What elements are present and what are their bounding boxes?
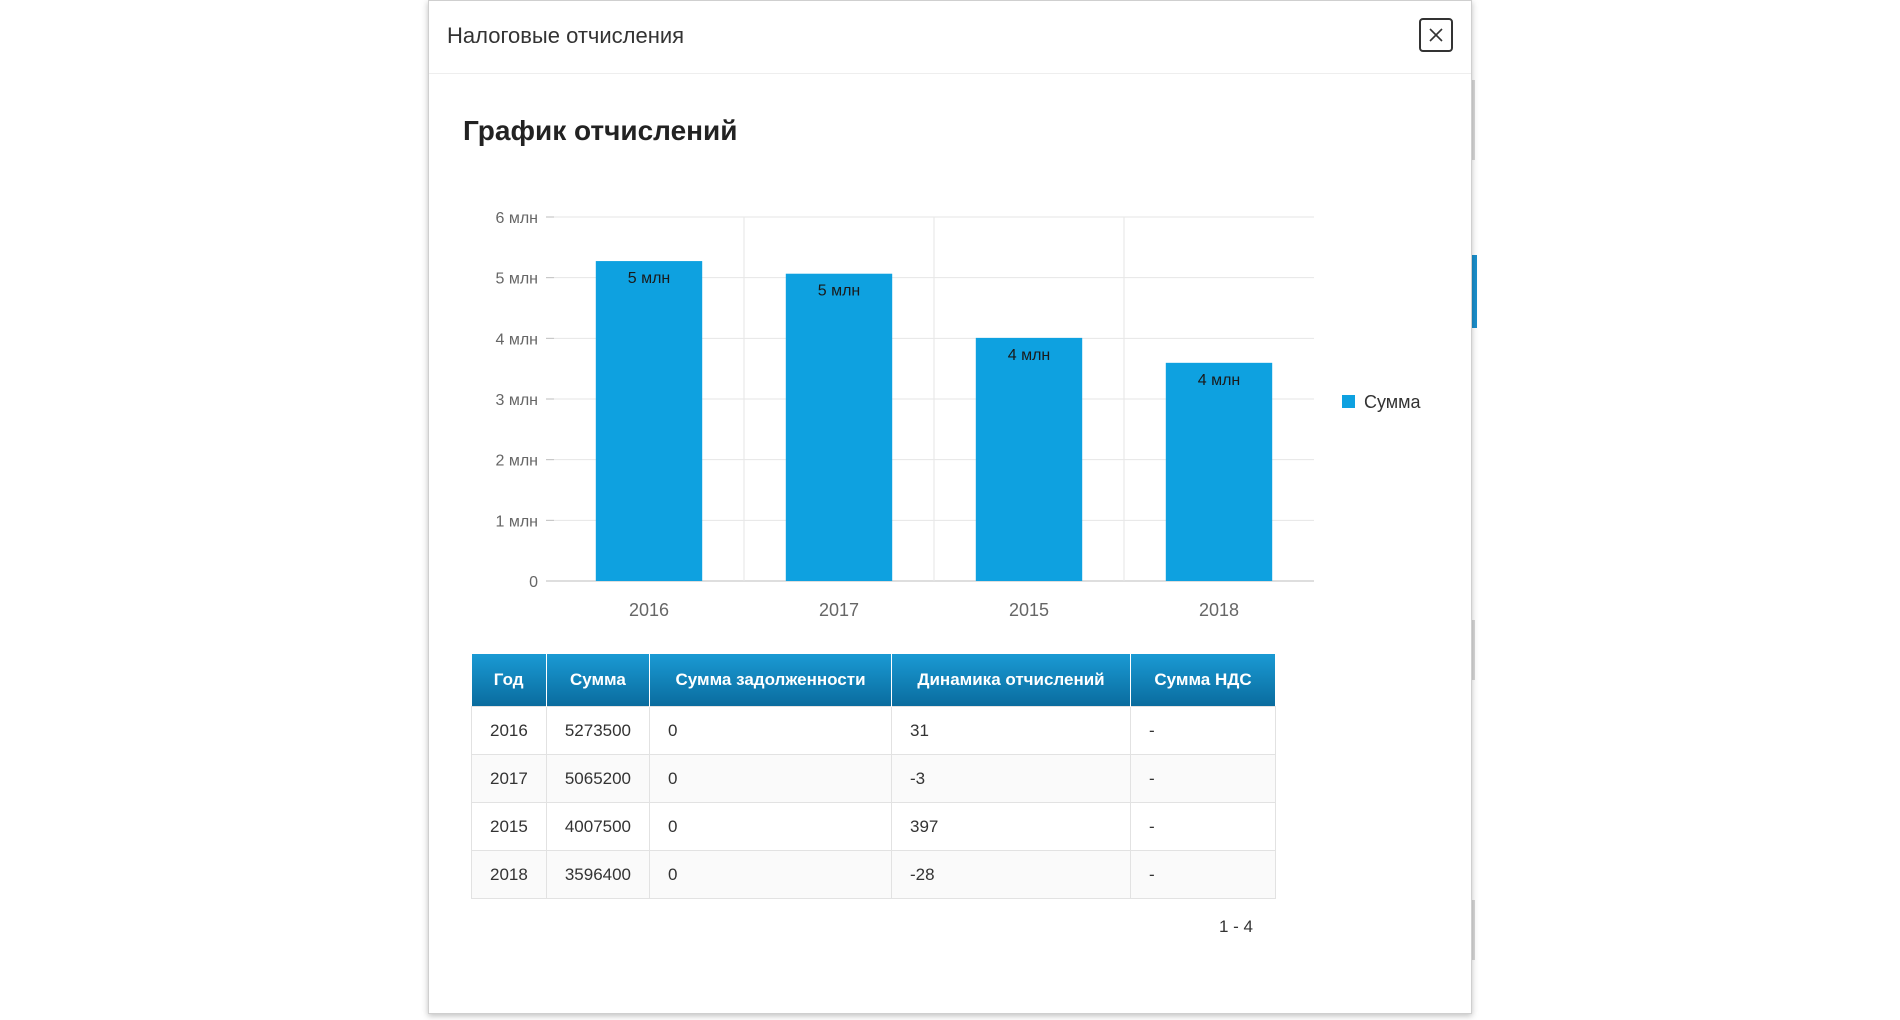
cell-sum: 3596400	[545, 850, 651, 899]
cell-sum: 5273500	[545, 706, 651, 755]
bar[interactable]	[975, 337, 1083, 581]
x-tick-label: 2016	[629, 600, 669, 620]
y-tick-label: 3 млн	[495, 392, 538, 409]
y-tick-label: 1 млн	[495, 513, 538, 530]
y-tick-label: 0	[529, 574, 538, 591]
bar-data-label: 5 млн	[818, 283, 861, 300]
legend-label: Сумма	[1364, 392, 1422, 412]
cell-year: 2015	[471, 802, 547, 851]
cell-sum: 5065200	[545, 754, 651, 803]
background-fragment	[1472, 900, 1475, 960]
column-header-dynamics[interactable]: Динамика отчислений	[891, 654, 1132, 707]
bar[interactable]	[1165, 362, 1273, 581]
cell-year: 2017	[471, 754, 547, 803]
x-tick-label: 2017	[819, 600, 859, 620]
table-header-row: Год Сумма Сумма задолженности Динамика о…	[471, 654, 1276, 707]
y-tick-label: 5 млн	[495, 271, 538, 288]
cell-year: 2018	[471, 850, 547, 899]
cell-dynamics: -28	[891, 850, 1132, 899]
table-row: 2016 5273500 0 31 -	[471, 706, 1276, 755]
tax-modal: Налоговые отчисления График отчислений 0…	[428, 0, 1472, 1014]
cell-debt: 0	[649, 850, 893, 899]
x-tick-label: 2015	[1009, 600, 1049, 620]
pagination-info: 1 - 4	[1219, 917, 1254, 936]
cell-vat: -	[1130, 850, 1276, 899]
cell-debt: 0	[649, 802, 893, 851]
background-fragment	[1472, 80, 1475, 160]
tax-chart: 0 1 млн 2 млн 3 млн 4 млн 5 млн 6 млн 5 млн 2016…	[429, 181, 1473, 631]
background-scroll-accent	[1472, 255, 1477, 328]
cell-year: 2016	[471, 706, 547, 755]
bar-data-label: 5 млн	[628, 270, 671, 287]
y-tick-label: 6 млн	[495, 210, 538, 227]
chart-section-title: График отчислений	[463, 115, 738, 146]
y-tick-label: 2 млн	[495, 453, 538, 470]
cell-vat: -	[1130, 706, 1276, 755]
modal-title: Налоговые отчисления	[447, 23, 685, 48]
column-header-debt[interactable]: Сумма задолженности	[649, 654, 893, 707]
x-tick-label: 2018	[1199, 600, 1239, 620]
column-header-vat[interactable]: Сумма НДС	[1130, 654, 1276, 707]
table-row: 2018 3596400 0 -28 -	[471, 850, 1276, 899]
cell-dynamics: 397	[891, 802, 1132, 851]
legend-swatch	[1342, 395, 1355, 408]
bar-chart: 0 1 млн 2 млн 3 млн 4 млн 5 млн 6 млн 5 млн 2016…	[495, 210, 1422, 620]
cell-debt: 0	[649, 754, 893, 803]
bar-data-label: 4 млн	[1008, 347, 1051, 364]
table-row: 2017 5065200 0 -3 -	[471, 754, 1276, 803]
close-icon	[1429, 28, 1443, 42]
y-tick-label: 4 млн	[495, 331, 538, 348]
cell-dynamics: -3	[891, 754, 1132, 803]
bar[interactable]	[785, 273, 893, 581]
modal-header: Налоговые отчисления	[429, 1, 1471, 74]
tax-table: Год Сумма Сумма задолженности Динамика о…	[471, 654, 1276, 899]
table-row: 2015 4007500 0 397 -	[471, 802, 1276, 851]
cell-debt: 0	[649, 706, 893, 755]
column-header-year[interactable]: Год	[471, 654, 547, 707]
cell-dynamics: 31	[891, 706, 1132, 755]
bar[interactable]	[595, 261, 703, 581]
column-header-sum[interactable]: Сумма	[546, 654, 651, 707]
cell-vat: -	[1130, 754, 1276, 803]
close-button[interactable]	[1419, 18, 1453, 52]
bar-data-label: 4 млн	[1198, 372, 1241, 389]
cell-vat: -	[1130, 802, 1276, 851]
background-fragment	[1472, 620, 1475, 680]
cell-sum: 4007500	[545, 802, 651, 851]
